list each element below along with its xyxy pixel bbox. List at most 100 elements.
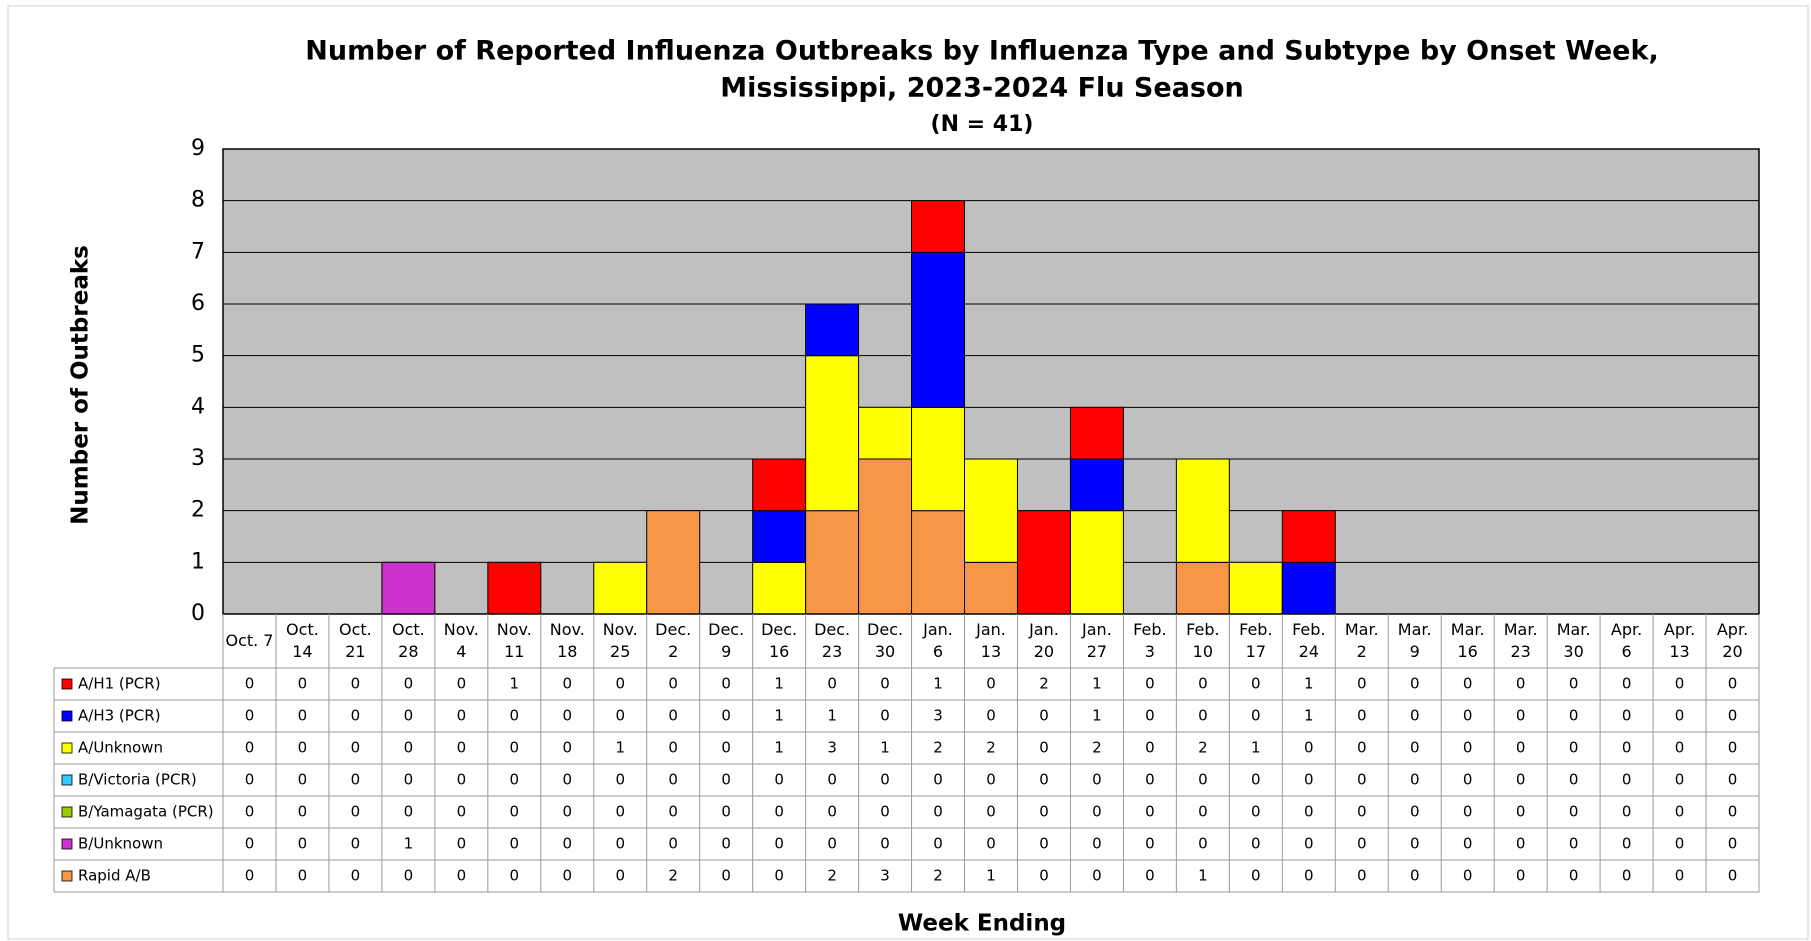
table-value: 0 <box>1463 771 1473 789</box>
x-tick-label: Mar. 2 <box>1344 620 1379 661</box>
table-value: 0 <box>245 835 255 853</box>
table-value: 1 <box>774 707 784 725</box>
table-value: 0 <box>1357 771 1367 789</box>
table-value: 0 <box>351 739 361 757</box>
table-value: 0 <box>1569 675 1579 693</box>
table-value: 0 <box>1198 707 1208 725</box>
table-value: 0 <box>563 867 573 885</box>
table-value: 0 <box>986 835 996 853</box>
table-value: 0 <box>457 675 467 693</box>
bar <box>805 303 860 357</box>
table-value: 0 <box>615 707 625 725</box>
legend-swatch <box>61 678 73 690</box>
table-value: 0 <box>1410 867 1420 885</box>
table-value: 0 <box>1145 867 1155 885</box>
table-value: 0 <box>510 739 520 757</box>
x-tick-label: Oct. 28 <box>391 620 425 661</box>
legend-swatch <box>61 838 73 850</box>
table-value: 0 <box>1516 835 1526 853</box>
table-value: 0 <box>404 867 414 885</box>
legend-swatch <box>61 870 73 882</box>
table-value: 0 <box>1251 707 1261 725</box>
x-tick-label: Nov. 25 <box>602 620 638 661</box>
table-value: 0 <box>1145 707 1155 725</box>
table-value: 0 <box>1304 739 1314 757</box>
table-value: 0 <box>1039 707 1049 725</box>
table-value: 0 <box>1251 803 1261 821</box>
x-tick-label: Dec. 16 <box>761 620 798 661</box>
table-value: 0 <box>827 835 837 853</box>
table-value: 1 <box>1092 675 1102 693</box>
table-value: 0 <box>457 835 467 853</box>
table-value: 2 <box>827 867 837 885</box>
plot-border <box>222 148 1760 615</box>
y-axis-label: Number of Outbreaks <box>68 245 94 525</box>
table-value: 0 <box>1198 675 1208 693</box>
table-value: 1 <box>774 675 784 693</box>
y-tick-label: 7 <box>191 239 205 264</box>
table-value: 0 <box>827 675 837 693</box>
table-value: 0 <box>1198 803 1208 821</box>
y-tick-label: 4 <box>191 394 205 419</box>
y-tick-label: 3 <box>191 446 205 471</box>
x-tick-label: Dec. 9 <box>708 620 745 661</box>
table-value: 1 <box>986 867 996 885</box>
table-value: 0 <box>1516 739 1526 757</box>
table-value: 0 <box>668 771 678 789</box>
x-tick-label: Jan. 27 <box>1082 620 1112 661</box>
x-tick-label: Oct. 21 <box>339 620 372 661</box>
bar <box>1175 561 1230 615</box>
table-value: 0 <box>1304 835 1314 853</box>
legend-swatch <box>61 774 73 786</box>
table-value: 0 <box>510 771 520 789</box>
table-value: 0 <box>721 867 731 885</box>
table-value: 3 <box>827 739 837 757</box>
x-tick-label: Feb. 3 <box>1133 620 1167 661</box>
bar <box>1069 510 1124 615</box>
table-value: 0 <box>1675 835 1685 853</box>
table-value: 0 <box>1304 771 1314 789</box>
table-value: 1 <box>1304 707 1314 725</box>
bar <box>805 510 860 615</box>
x-tick-label: Jan. 20 <box>1029 620 1059 661</box>
table-value: 0 <box>351 867 361 885</box>
x-tick-label: Feb. 10 <box>1186 620 1220 661</box>
table-value: 0 <box>1304 867 1314 885</box>
table-value: 0 <box>457 867 467 885</box>
bar <box>1281 561 1336 615</box>
table-value: 0 <box>1251 675 1261 693</box>
bar <box>911 510 966 615</box>
table-value: 0 <box>457 707 467 725</box>
legend-label: Rapid A/B <box>78 867 151 885</box>
table-value: 0 <box>933 835 943 853</box>
chart-title: Number of Reported Influenza Outbreaks b… <box>305 36 1658 67</box>
table-value: 0 <box>510 707 520 725</box>
table-value: 1 <box>880 739 890 757</box>
table-value: 0 <box>933 803 943 821</box>
table-value: 0 <box>1463 739 1473 757</box>
table-value: 0 <box>245 867 255 885</box>
table-value: 0 <box>298 867 308 885</box>
table-value: 0 <box>721 675 731 693</box>
table-value: 0 <box>1145 803 1155 821</box>
table-value: 0 <box>615 867 625 885</box>
table-value: 0 <box>1357 803 1367 821</box>
bar <box>1069 458 1124 512</box>
table-value: 0 <box>1463 707 1473 725</box>
table-value: 0 <box>1039 771 1049 789</box>
table-value: 0 <box>298 771 308 789</box>
table-value: 0 <box>1198 771 1208 789</box>
y-tick-label: 2 <box>191 498 205 523</box>
chart-frame <box>7 5 1809 940</box>
table-value: 1 <box>1251 739 1261 757</box>
table-value: 0 <box>404 771 414 789</box>
table-value: 0 <box>1675 803 1685 821</box>
table-value: 1 <box>510 675 520 693</box>
table-value: 0 <box>1410 771 1420 789</box>
table-value: 0 <box>298 739 308 757</box>
y-tick-label: 8 <box>191 188 205 213</box>
table-value: 0 <box>1728 867 1738 885</box>
table-value: 0 <box>774 867 784 885</box>
bar <box>858 406 913 460</box>
